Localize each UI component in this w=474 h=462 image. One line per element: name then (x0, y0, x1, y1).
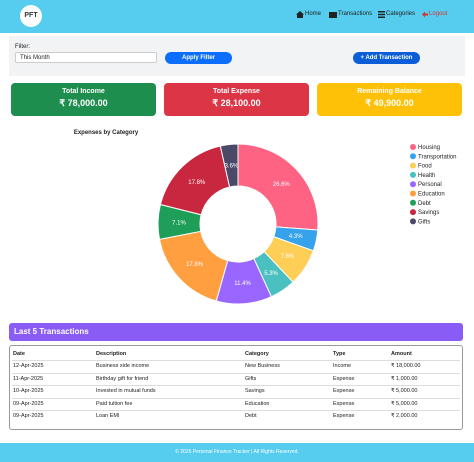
legend-label: Personal (418, 182, 442, 188)
filter-label: Filter: (15, 44, 30, 50)
table-cell: Income (333, 363, 352, 369)
home-icon (296, 11, 304, 18)
summary-card: Total Income ₹ 78,000.00 (11, 83, 156, 116)
legend-swatch (410, 153, 416, 160)
row-divider (12, 372, 460, 374)
navbar: PFT Home Transactions Categories Logout (0, 0, 474, 33)
card-title: Total Expense (213, 88, 260, 95)
legend-label: Savings (418, 210, 439, 216)
row-divider (12, 385, 460, 386)
legend-swatch (410, 181, 416, 188)
table-cell: Loan EMI (96, 413, 120, 419)
table-cell: 10-Apr-2025 (13, 388, 44, 394)
legend-label: Food (418, 164, 432, 170)
legend-swatch (410, 209, 416, 216)
nav-link[interactable]: Logout (429, 11, 448, 17)
table-cell: Expense (333, 413, 355, 419)
slice-label: 11.4% (234, 281, 251, 287)
row-divider (12, 360, 460, 361)
table-cell: Expense (333, 388, 355, 394)
logout-icon (422, 11, 428, 18)
slice (219, 143, 239, 188)
summary-card: Total Expense ₹ 28,100.00 (164, 83, 309, 116)
legend-label: Debt (418, 201, 431, 207)
table-cell: 09-Apr-2025 (13, 400, 44, 407)
logo[interactable]: PFT (20, 5, 42, 27)
slice-label: 5.3% (264, 271, 278, 277)
legend-label: Education (418, 192, 445, 198)
nav-link[interactable]: Home (305, 11, 322, 17)
table-cell: Business side income (96, 363, 150, 369)
categories-icon (378, 11, 385, 18)
footer: © 2025 Personal Finance Tracker | All Ri… (0, 443, 474, 462)
column-header: Date (13, 351, 25, 357)
card-title: Total Income (62, 88, 105, 95)
table-cell: Debt (245, 413, 257, 419)
filter-select[interactable]: This Month (15, 52, 157, 63)
card-amount: ₹ 49,900.00 (365, 98, 414, 108)
slice-label: 7.6% (281, 254, 295, 260)
card-title: Remaining Balance (357, 88, 422, 95)
slice-label: 26.6% (273, 182, 291, 188)
transactions-table: Date Description Category Type Amount 12-Apr-… (9, 345, 463, 430)
table-cell: ₹ 5,000.00 (391, 400, 418, 407)
column-header: Amount (391, 351, 412, 357)
table-cell: Savings (245, 388, 265, 394)
apply-filter-button[interactable]: Apply Filter (165, 52, 232, 64)
row-divider (12, 410, 460, 411)
nav-link[interactable]: Categories (386, 11, 416, 17)
table-cell: ₹ 5,000.00 (391, 388, 418, 394)
legend-label: Health (418, 173, 435, 179)
column-header: Category (245, 351, 269, 357)
summary-card: Remaining Balance ₹ 49,900.00 (317, 83, 462, 116)
legend-swatch (410, 144, 416, 150)
legend-label: Gifts (418, 219, 430, 225)
table-cell: ₹ 1,000.00 (391, 375, 418, 382)
table-cell: Expense (333, 375, 355, 382)
chart-title: Expenses by Category (74, 130, 139, 136)
nav-link[interactable]: Transactions (338, 11, 373, 17)
legend-swatch (410, 171, 416, 178)
add-transaction-button[interactable]: + Add Transaction (353, 52, 420, 64)
slice-label: 7.1% (172, 220, 186, 226)
slice-label: 3.6% (225, 163, 239, 169)
table-cell: Invested in mutual funds (96, 388, 156, 394)
transactions-header: Last 5 Transactions (9, 323, 463, 341)
card-amount: ₹ 28,100.00 (212, 98, 261, 108)
legend-label: Transportation (418, 154, 456, 160)
table-cell: 11-Apr-2025 (13, 375, 44, 382)
row-divider (12, 397, 460, 399)
legend-swatch (410, 218, 416, 225)
transactions-icon (329, 12, 337, 18)
card-amount: ₹ 78,000.00 (59, 98, 108, 108)
column-header: Type (333, 351, 346, 357)
table-cell: Expense (333, 400, 355, 407)
legend-label: Housing (418, 145, 440, 151)
slice (237, 143, 319, 231)
slice-label: 17.8% (186, 262, 204, 268)
table-cell: 09-Apr-2025 (13, 413, 44, 419)
legend-swatch (410, 190, 416, 197)
table-cell: ₹ 18,000.00 (391, 363, 421, 369)
table-cell: 12-Apr-2025 (13, 363, 44, 369)
table-cell: Birthday gift for friend (96, 375, 149, 382)
table-cell: New Business (245, 363, 280, 369)
table-cell: Paid tuition fee (96, 400, 133, 407)
slice-label: 17.8% (188, 180, 206, 186)
table-cell: Education (245, 400, 270, 407)
legend-swatch (410, 162, 416, 169)
column-header: Description (96, 351, 127, 357)
table-cell: ₹ 2,000.00 (391, 413, 418, 419)
chart: Expenses by Category 26.6% 4.3% 7.6% 5.3% 11… (74, 130, 456, 305)
slice-label: 4.3% (289, 234, 303, 240)
legend-swatch (410, 199, 416, 206)
table-cell: Gifts (245, 375, 257, 382)
